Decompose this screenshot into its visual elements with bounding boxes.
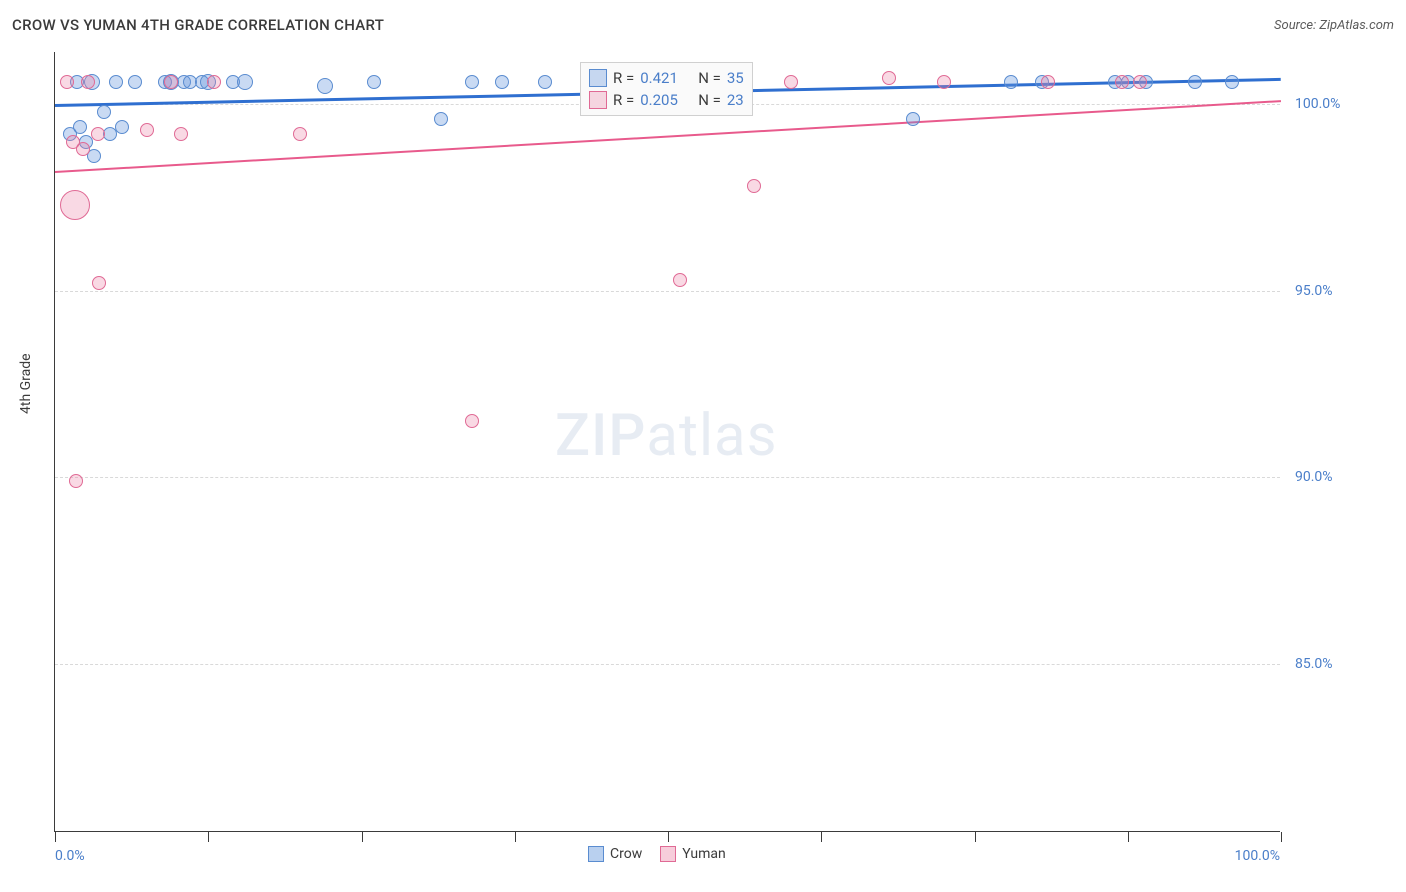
- xtick-mark: [668, 832, 669, 842]
- legend-swatch: [589, 91, 607, 109]
- data-point-yuman: [882, 71, 896, 85]
- chart-source: Source: ZipAtlas.com: [1274, 18, 1394, 33]
- ytick-label: 85.0%: [1295, 656, 1333, 672]
- legend-stats-row: R = 0.421 N = 35: [589, 67, 744, 89]
- data-point-yuman: [465, 414, 479, 428]
- data-point-crow: [906, 112, 920, 126]
- data-point-crow: [237, 74, 253, 90]
- gridline-h: [55, 477, 1280, 478]
- xtick-label: 100.0%: [1235, 848, 1280, 864]
- data-point-yuman: [937, 75, 951, 89]
- legend-stats: R = 0.421 N = 35 R = 0.205 N = 23: [580, 62, 753, 116]
- data-point-crow: [1004, 75, 1018, 89]
- plot-area: ZIPatlas 85.0%90.0%95.0%100.0%0.0%100.0%…: [54, 52, 1280, 832]
- data-point-yuman: [784, 75, 798, 89]
- legend-stats-row: R = 0.205 N = 23: [589, 89, 744, 111]
- data-point-yuman: [92, 276, 106, 290]
- data-point-yuman: [164, 75, 178, 89]
- xtick-mark: [362, 832, 363, 842]
- data-point-crow: [1188, 75, 1202, 89]
- legend-r-label: R =: [613, 91, 634, 109]
- xtick-mark: [975, 832, 976, 842]
- xtick-mark: [55, 832, 56, 842]
- data-point-yuman: [140, 123, 154, 137]
- data-point-crow: [73, 120, 87, 134]
- data-point-crow: [97, 105, 111, 119]
- gridline-h: [55, 291, 1280, 292]
- legend-r-label: R =: [613, 69, 634, 87]
- data-point-crow: [1225, 75, 1239, 89]
- data-point-crow: [434, 112, 448, 126]
- data-point-yuman: [91, 127, 105, 141]
- legend-swatch: [588, 846, 604, 862]
- legend-item: Crow: [588, 846, 642, 862]
- legend-label: Yuman: [682, 846, 725, 862]
- data-point-yuman: [1133, 75, 1147, 89]
- data-point-crow: [128, 75, 142, 89]
- legend-swatch: [660, 846, 676, 862]
- data-point-crow: [109, 75, 123, 89]
- chart-title: CROW VS YUMAN 4TH GRADE CORRELATION CHAR…: [12, 16, 384, 34]
- xtick-mark: [1128, 832, 1129, 842]
- data-point-crow: [115, 120, 129, 134]
- legend-bottom: Crow Yuman: [588, 846, 726, 862]
- data-point-yuman: [60, 75, 74, 89]
- data-point-yuman: [673, 273, 687, 287]
- data-point-yuman: [69, 474, 83, 488]
- xtick-mark: [1281, 832, 1282, 842]
- xtick-mark: [208, 832, 209, 842]
- data-point-crow: [538, 75, 552, 89]
- xtick-label: 0.0%: [55, 848, 85, 864]
- ytick-label: 100.0%: [1295, 96, 1340, 112]
- data-point-yuman: [207, 75, 221, 89]
- gridline-h: [55, 664, 1280, 665]
- legend-n-value: 23: [727, 91, 744, 109]
- y-axis-label: 4th Grade: [18, 353, 34, 414]
- xtick-mark: [515, 832, 516, 842]
- watermark: ZIPatlas: [555, 402, 778, 470]
- data-point-yuman: [76, 142, 90, 156]
- legend-r-value: 0.205: [640, 91, 686, 109]
- legend-n-label: N =: [698, 69, 721, 87]
- data-point-crow: [367, 75, 381, 89]
- legend-n-value: 35: [727, 69, 744, 87]
- data-point-yuman: [60, 190, 90, 220]
- data-point-yuman: [1041, 75, 1055, 89]
- data-point-crow: [317, 78, 333, 94]
- chart-container: CROW VS YUMAN 4TH GRADE CORRELATION CHAR…: [12, 12, 1394, 880]
- data-point-yuman: [174, 127, 188, 141]
- data-point-crow: [495, 75, 509, 89]
- data-point-yuman: [81, 75, 95, 89]
- data-point-yuman: [747, 179, 761, 193]
- legend-r-value: 0.421: [640, 69, 686, 87]
- legend-n-label: N =: [698, 91, 721, 109]
- legend-item: Yuman: [660, 846, 725, 862]
- ytick-label: 95.0%: [1295, 283, 1333, 299]
- legend-swatch: [589, 69, 607, 87]
- data-point-yuman: [293, 127, 307, 141]
- xtick-mark: [821, 832, 822, 842]
- ytick-label: 90.0%: [1295, 469, 1333, 485]
- data-point-yuman: [1115, 75, 1129, 89]
- legend-label: Crow: [610, 846, 642, 862]
- data-point-crow: [465, 75, 479, 89]
